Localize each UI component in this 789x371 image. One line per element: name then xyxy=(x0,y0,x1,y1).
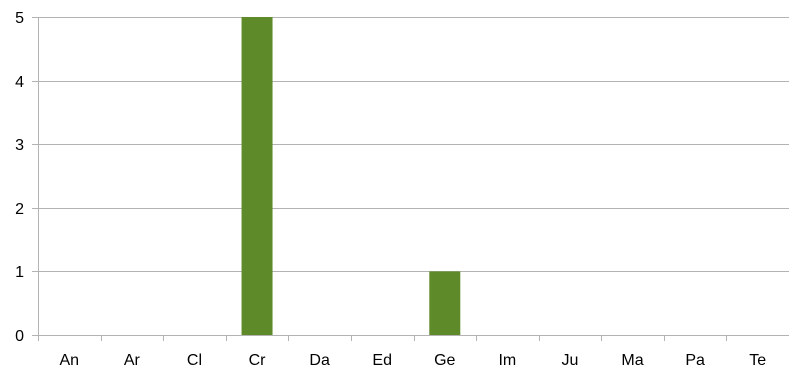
bar-cr xyxy=(241,17,273,335)
x-tick-label: Cl xyxy=(187,352,202,369)
bar-ge xyxy=(429,271,461,335)
y-tick-label: 2 xyxy=(15,201,24,218)
x-tick-label: Im xyxy=(498,352,516,369)
x-tick-label: Te xyxy=(749,352,766,369)
gridlines xyxy=(32,17,789,336)
x-tick-label: Cr xyxy=(249,352,267,369)
axes xyxy=(38,17,727,341)
x-tick-label: Ge xyxy=(434,352,455,369)
y-tick-label: 0 xyxy=(15,328,24,345)
y-tick-label: 1 xyxy=(15,264,24,281)
x-tick-label: Ar xyxy=(124,352,141,369)
x-tick-label: Ju xyxy=(562,352,579,369)
y-tick-label: 5 xyxy=(15,10,24,27)
tick-labels: 0 1 2 3 4 5 An Ar Cl Cr Da Ed Ge Im Ju Ma Pa Te xyxy=(15,10,766,369)
x-tick-label: Da xyxy=(309,352,330,369)
bars xyxy=(241,17,461,335)
y-tick-label: 3 xyxy=(15,137,24,154)
x-tick-label: Ed xyxy=(372,352,392,369)
y-tick-label: 4 xyxy=(15,74,24,91)
x-tick-label: Pa xyxy=(685,352,705,369)
x-tick-label: An xyxy=(60,352,80,369)
x-tick-label: Ma xyxy=(621,352,643,369)
